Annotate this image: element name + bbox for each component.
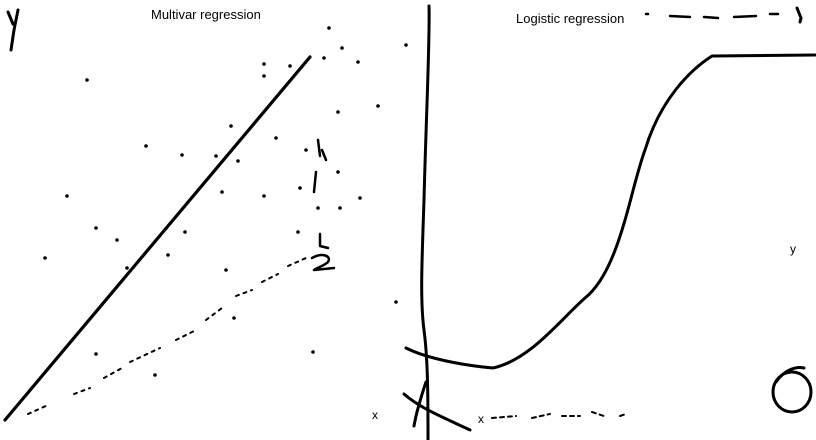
data-point (224, 268, 228, 272)
data-point (274, 136, 278, 140)
logistic-regression-panel (402, 4, 816, 440)
data-point (220, 190, 224, 194)
data-point (262, 62, 266, 66)
data-point (144, 144, 148, 148)
vertical-axis-line (420, 4, 431, 440)
axis-cross-mark (402, 380, 472, 432)
handwritten-1-top-glyph (795, 6, 803, 24)
data-point (180, 153, 184, 157)
data-point (404, 43, 408, 47)
data-point (322, 56, 326, 60)
multivar-regression-panel (3, 8, 336, 422)
data-point (229, 124, 233, 128)
x-axis-label-right: x (478, 412, 484, 426)
handwritten-1-glyph (312, 138, 330, 250)
data-point (376, 104, 380, 108)
data-point (336, 170, 340, 174)
data-point (356, 60, 360, 64)
bottom-dashed-line (491, 411, 627, 419)
data-point (94, 226, 98, 230)
title-multivar-regression: Multivar regression (151, 7, 261, 22)
data-point (316, 206, 320, 210)
top-dashed-line (644, 12, 780, 20)
data-point (304, 148, 308, 152)
data-point (166, 253, 170, 257)
data-point (214, 154, 218, 158)
sigmoid-curve (404, 53, 816, 370)
data-point (183, 230, 187, 234)
data-point (327, 26, 331, 30)
data-point (115, 238, 119, 242)
handwritten-0-glyph (771, 370, 813, 414)
data-point (236, 159, 240, 163)
data-point (298, 186, 302, 190)
regression-line (3, 55, 312, 422)
data-point (85, 78, 89, 82)
handwritten-y-glyph (6, 8, 20, 52)
dashed-trail-line (27, 257, 307, 415)
title-logistic-regression: Logistic regression (516, 11, 625, 26)
data-point (336, 110, 340, 114)
data-point (153, 373, 157, 377)
data-point (394, 300, 398, 304)
data-point (262, 74, 266, 78)
y-axis-label-right: y (790, 242, 796, 256)
data-point (340, 46, 344, 50)
handwritten-0-tail (774, 366, 806, 384)
data-point (288, 64, 292, 68)
data-point (296, 230, 300, 234)
data-point (65, 194, 69, 198)
scatter-points-left (43, 26, 408, 377)
data-point (311, 350, 315, 354)
data-point (358, 196, 362, 200)
data-point (125, 266, 129, 270)
handwritten-2-glyph (310, 253, 336, 272)
data-point (43, 256, 47, 260)
data-point (94, 352, 98, 356)
data-point (338, 206, 342, 210)
data-point (262, 194, 266, 198)
data-point (232, 316, 236, 320)
x-axis-label-left: x (372, 408, 378, 422)
